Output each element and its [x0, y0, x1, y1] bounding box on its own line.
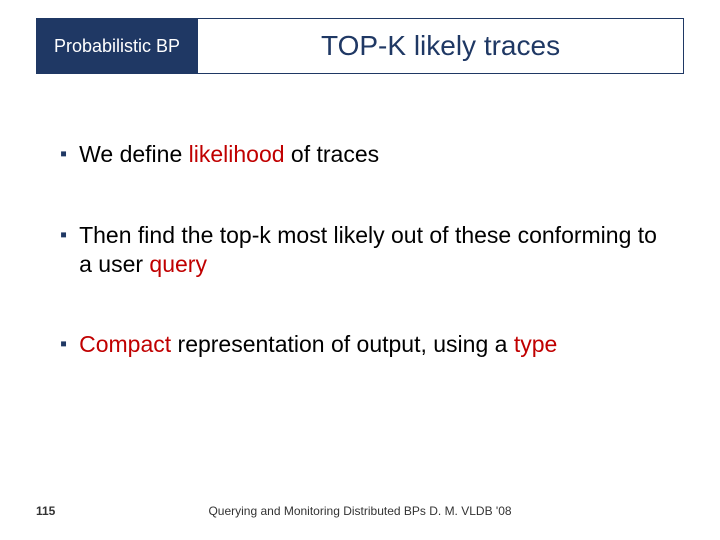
bullet-highlight: likelihood — [189, 141, 285, 167]
bullet-item: ▪ We define likelihood of traces — [60, 140, 660, 169]
bullet-text-post: of traces — [285, 141, 380, 167]
header: Probabilistic BP TOP-K likely traces — [36, 18, 684, 74]
slide: Probabilistic BP TOP-K likely traces ▪ W… — [0, 0, 720, 540]
bullet-text: Compact representation of output, using … — [79, 330, 557, 359]
bullet-item: ▪ Then find the top-k most likely out of… — [60, 221, 660, 279]
bullet-text: We define likelihood of traces — [79, 140, 379, 169]
bullet-text: Then find the top-k most likely out of t… — [79, 221, 660, 279]
header-tag: Probabilistic BP — [36, 18, 198, 74]
body: ▪ We define likelihood of traces ▪ Then … — [60, 140, 660, 411]
bullet-highlight: Compact — [79, 331, 171, 357]
bullet-highlight: query — [149, 251, 207, 277]
bullet-marker-icon: ▪ — [60, 140, 67, 168]
bullet-highlight: type — [514, 331, 557, 357]
bullet-text-post: representation of output, using a — [171, 331, 514, 357]
footer-text: Querying and Monitoring Distributed BPs … — [0, 504, 720, 518]
slide-title: TOP-K likely traces — [198, 18, 684, 74]
bullet-marker-icon: ▪ — [60, 330, 67, 358]
bullet-marker-icon: ▪ — [60, 221, 67, 249]
bullet-text-pre: We define — [79, 141, 189, 167]
bullet-item: ▪ Compact representation of output, usin… — [60, 330, 660, 359]
